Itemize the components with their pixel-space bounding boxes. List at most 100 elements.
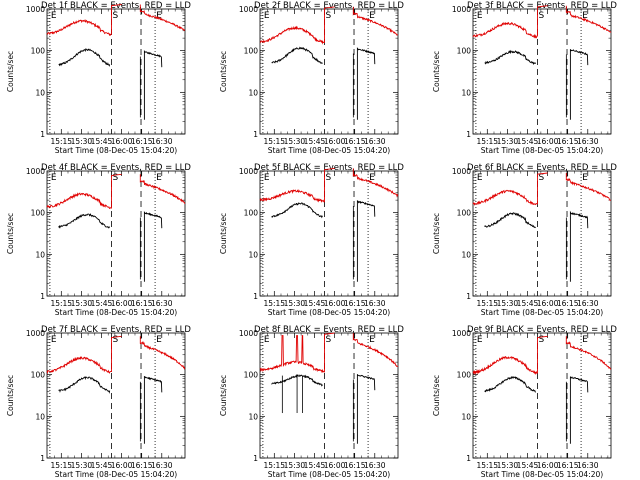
x-tick-label: 15:45 bbox=[517, 461, 539, 470]
y-tick-label: 1 bbox=[40, 454, 45, 463]
marker-label: E bbox=[51, 11, 57, 21]
x-tick-label: 15:15 bbox=[476, 137, 498, 146]
panel-title: Det 8f BLACK = Events, RED = LLD bbox=[254, 325, 404, 335]
panel-det-9f: Det 9f BLACK = Events, RED = LLD 1 10 100 10… bbox=[432, 325, 617, 479]
x-axis-label: Start Time (08-Dec-05 15:04:20) bbox=[268, 470, 390, 479]
plot-frame bbox=[259, 170, 399, 297]
marker-label: E bbox=[264, 173, 270, 183]
y-tick-label: 100 bbox=[457, 371, 472, 380]
y-tick-label: 1000 bbox=[26, 5, 45, 14]
x-tick-label: 16:30 bbox=[151, 461, 173, 470]
x-tick-label: 16:15 bbox=[131, 137, 153, 146]
marker-label: S bbox=[326, 11, 332, 21]
y-tick-label: 100 bbox=[457, 209, 472, 218]
marker-label: S bbox=[326, 173, 332, 183]
x-tick-label: 15:30 bbox=[71, 299, 93, 308]
series-lld bbox=[46, 4, 122, 37]
x-tick-label: 15:15 bbox=[263, 137, 285, 146]
marker-label: E bbox=[264, 11, 270, 21]
series-events-post bbox=[143, 210, 163, 282]
x-tick-label: 16:30 bbox=[364, 461, 386, 470]
panel-det-1f: Det 1f BLACK = Events, RED = LLD 1 10 100 10… bbox=[6, 1, 191, 155]
y-tick-label: 1000 bbox=[239, 5, 258, 14]
panel-title: Det 6f BLACK = Events, RED = LLD bbox=[467, 163, 617, 173]
y-axis-label: Counts/sec bbox=[6, 213, 15, 254]
y-tick-label: 100 bbox=[31, 371, 46, 380]
series-lld bbox=[259, 6, 335, 45]
panel-title: Det 7f BLACK = Events, RED = LLD bbox=[41, 325, 191, 335]
panel-det-4f: Det 4f BLACK = Events, RED = LLD 1 10 100 10… bbox=[6, 163, 191, 317]
x-tick-label: 16:15 bbox=[344, 461, 366, 470]
y-tick-label: 1000 bbox=[239, 329, 258, 338]
series-events-post bbox=[356, 200, 376, 282]
y-tick-label: 100 bbox=[31, 47, 46, 56]
panel-det-3f: Det 3f BLACK = Events, RED = LLD11010010… bbox=[432, 1, 617, 155]
x-tick-label: 16:15 bbox=[131, 461, 153, 470]
x-tick-label: 16:00 bbox=[537, 137, 559, 146]
series-lld-post bbox=[565, 336, 612, 370]
y-axis-label: Counts/sec bbox=[219, 51, 228, 92]
y-tick-label: 1000 bbox=[452, 329, 471, 338]
plot-frame bbox=[46, 8, 186, 135]
plot-frame bbox=[472, 8, 612, 135]
y-tick-label: 1 bbox=[466, 130, 471, 139]
y-tick-label: 1 bbox=[253, 454, 258, 463]
series-lld-post bbox=[139, 4, 186, 32]
x-tick-label: 16:00 bbox=[111, 137, 133, 146]
x-tick-label: 15:15 bbox=[476, 461, 498, 470]
y-tick-label: 1 bbox=[253, 292, 258, 301]
plot-frame bbox=[46, 332, 186, 459]
series-events bbox=[58, 48, 111, 67]
y-tick-label: 100 bbox=[244, 47, 259, 56]
x-axis-label: Start Time (08-Dec-05 15:04:20) bbox=[481, 470, 603, 479]
series-lld bbox=[46, 173, 122, 210]
panel-det-2f: Det 2f BLACK = Events, RED = LLD 1 10 100 10… bbox=[219, 1, 404, 155]
marker-label: S bbox=[326, 335, 332, 345]
x-tick-label: 16:30 bbox=[364, 299, 386, 308]
x-tick-label: 15:30 bbox=[284, 137, 306, 146]
x-axis-label: Start Time (08-Dec-05 15:04:20) bbox=[55, 308, 177, 317]
x-tick-label: 15:15 bbox=[50, 137, 72, 146]
marker-label: E bbox=[369, 173, 375, 183]
series-events-post bbox=[569, 210, 589, 282]
x-tick-label: 15:45 bbox=[517, 299, 539, 308]
plot-frame bbox=[46, 170, 186, 297]
y-tick-label: 1 bbox=[40, 130, 45, 139]
x-tick-label: 16:00 bbox=[537, 299, 559, 308]
series-events bbox=[271, 373, 323, 387]
series-lld-post bbox=[352, 6, 398, 36]
marker-label: S bbox=[539, 11, 545, 21]
y-tick-label: 1 bbox=[466, 454, 471, 463]
x-tick-label: 15:30 bbox=[497, 461, 519, 470]
x-tick-label: 15:45 bbox=[304, 299, 326, 308]
series-events-post bbox=[569, 49, 589, 120]
marker-label: E bbox=[582, 11, 588, 21]
x-axis-label: Start Time (08-Dec-05 15:04:20) bbox=[481, 308, 603, 317]
x-axis-label: Start Time (08-Dec-05 15:04:20) bbox=[268, 146, 390, 155]
panel-title: Det 4f BLACK = Events, RED = LLD bbox=[41, 163, 191, 173]
plot-frame bbox=[259, 8, 399, 135]
x-tick-label: 15:30 bbox=[497, 137, 519, 146]
marker-label: E bbox=[51, 335, 57, 345]
marker-label: E bbox=[582, 173, 588, 183]
marker-label: E bbox=[477, 335, 483, 345]
x-tick-label: 16:00 bbox=[324, 299, 346, 308]
series-events bbox=[484, 375, 536, 393]
y-tick-label: 100 bbox=[457, 47, 472, 56]
marker-label: S bbox=[113, 11, 119, 21]
y-tick-label: 10 bbox=[35, 88, 45, 97]
x-tick-label: 15:30 bbox=[71, 461, 93, 470]
x-tick-label: 16:30 bbox=[364, 137, 386, 146]
x-tick-label: 15:45 bbox=[91, 299, 113, 308]
plot-frame bbox=[472, 170, 612, 297]
y-tick-label: 1000 bbox=[26, 329, 45, 338]
x-tick-label: 16:30 bbox=[151, 137, 173, 146]
marker-label: S bbox=[113, 335, 119, 345]
x-tick-label: 16:15 bbox=[131, 299, 153, 308]
y-tick-label: 1000 bbox=[452, 5, 471, 14]
marker-label: S bbox=[539, 173, 545, 183]
series-events-post bbox=[569, 376, 589, 444]
x-tick-label: 15:30 bbox=[71, 137, 93, 146]
x-tick-label: 15:15 bbox=[263, 461, 285, 470]
